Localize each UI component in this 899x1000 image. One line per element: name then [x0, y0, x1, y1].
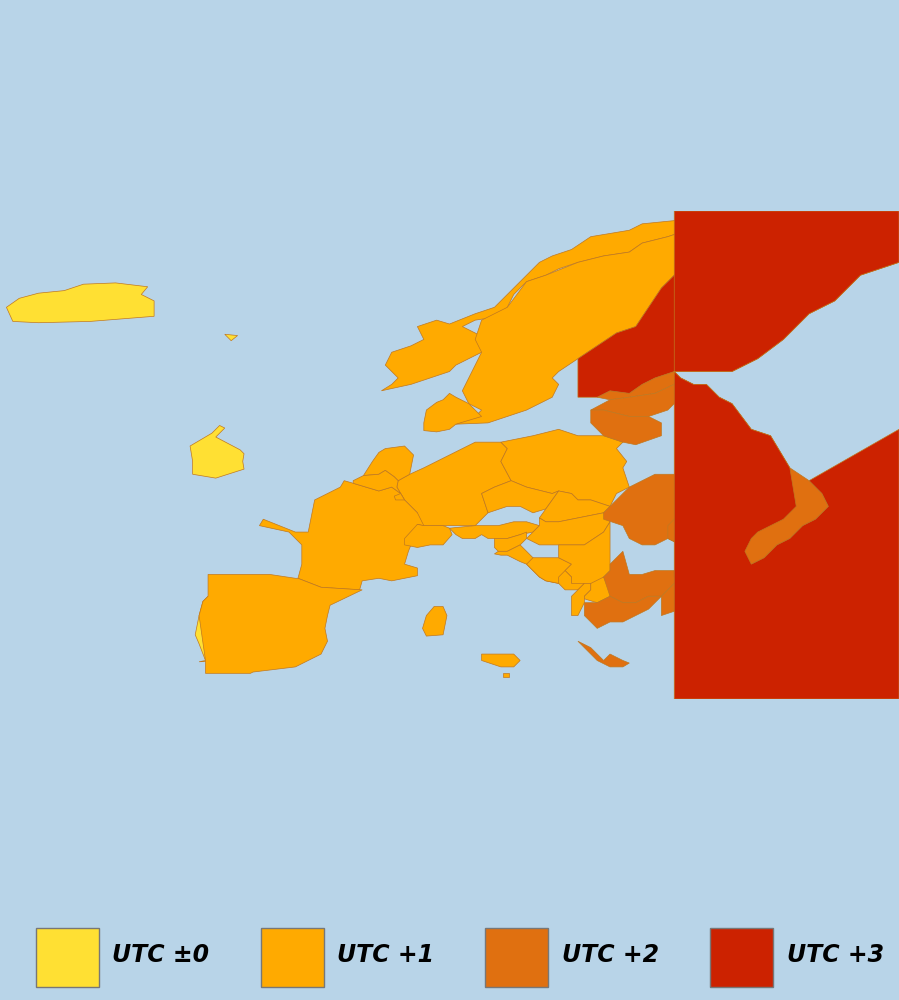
Polygon shape — [423, 607, 447, 636]
Polygon shape — [674, 211, 899, 699]
Polygon shape — [597, 372, 681, 400]
Polygon shape — [674, 571, 687, 577]
Polygon shape — [558, 522, 610, 590]
Polygon shape — [591, 410, 662, 445]
Polygon shape — [423, 393, 482, 432]
Polygon shape — [405, 524, 452, 547]
Polygon shape — [503, 673, 509, 677]
Polygon shape — [572, 583, 591, 616]
Polygon shape — [527, 558, 572, 583]
Polygon shape — [450, 522, 539, 538]
Polygon shape — [501, 429, 629, 506]
Text: UTC +1: UTC +1 — [337, 943, 434, 967]
Polygon shape — [6, 283, 154, 323]
Polygon shape — [578, 641, 629, 667]
Polygon shape — [591, 384, 681, 416]
Polygon shape — [603, 449, 828, 564]
Polygon shape — [527, 513, 610, 545]
Polygon shape — [456, 220, 707, 424]
Polygon shape — [353, 470, 401, 494]
Polygon shape — [195, 596, 236, 662]
Polygon shape — [494, 545, 558, 583]
Text: UTC +3: UTC +3 — [787, 943, 884, 967]
Polygon shape — [539, 491, 610, 522]
Text: UTC +2: UTC +2 — [562, 943, 659, 967]
FancyBboxPatch shape — [36, 928, 99, 986]
Polygon shape — [199, 574, 362, 673]
Polygon shape — [381, 220, 687, 391]
Polygon shape — [494, 532, 527, 551]
FancyBboxPatch shape — [710, 928, 773, 986]
Polygon shape — [584, 577, 610, 603]
Polygon shape — [396, 442, 512, 526]
Polygon shape — [190, 425, 244, 478]
Text: UTC ±0: UTC ±0 — [112, 943, 209, 967]
FancyBboxPatch shape — [261, 928, 324, 986]
Polygon shape — [578, 220, 899, 397]
Polygon shape — [603, 551, 687, 603]
Polygon shape — [662, 577, 700, 616]
Polygon shape — [584, 596, 662, 628]
Polygon shape — [482, 481, 558, 513]
Polygon shape — [395, 494, 405, 500]
Polygon shape — [225, 334, 237, 341]
Polygon shape — [363, 446, 414, 481]
Polygon shape — [482, 654, 521, 667]
Polygon shape — [674, 378, 790, 468]
Polygon shape — [558, 571, 584, 590]
FancyBboxPatch shape — [485, 928, 548, 986]
Polygon shape — [668, 513, 707, 545]
Polygon shape — [738, 680, 764, 693]
Polygon shape — [260, 481, 423, 590]
